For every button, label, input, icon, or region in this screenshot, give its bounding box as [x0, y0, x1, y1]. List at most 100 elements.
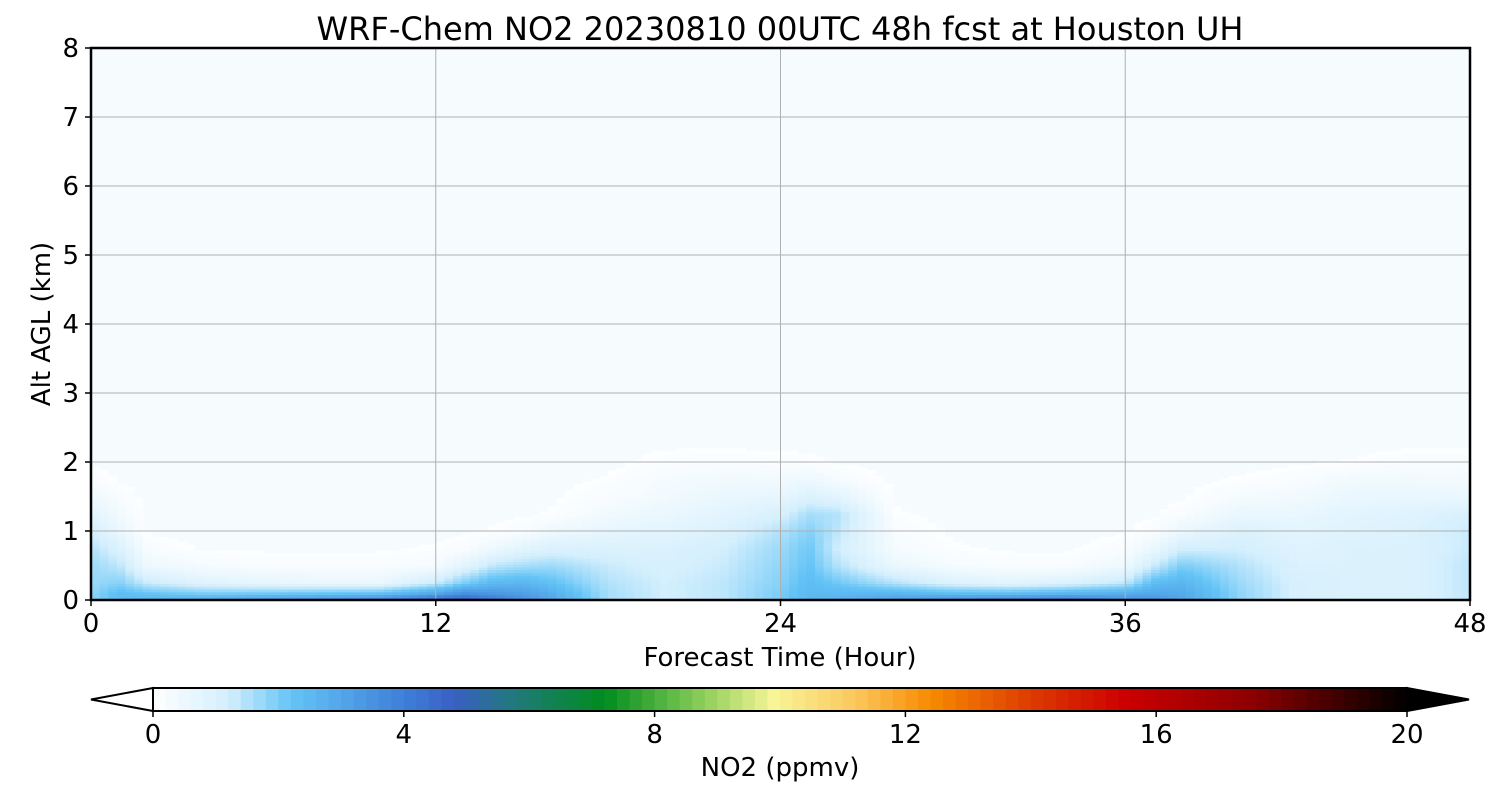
- field-cell: [392, 555, 402, 560]
- field-cell: [1289, 591, 1299, 596]
- field-cell: [814, 495, 825, 499]
- field-cell: [668, 459, 678, 463]
- field-cell: [599, 575, 609, 579]
- field-cell: [1168, 561, 1178, 565]
- field-cell: [927, 531, 937, 535]
- field-cell: [702, 495, 713, 499]
- field-cell: [866, 588, 876, 593]
- field-cell: [1159, 536, 1169, 540]
- field-cell: [866, 586, 876, 590]
- field-cell: [754, 506, 764, 510]
- field-cell: [642, 470, 652, 474]
- field-cell: [1297, 492, 1307, 496]
- field-cell: [780, 566, 790, 571]
- field-cell: [1357, 586, 1368, 590]
- field-cell: [918, 553, 928, 557]
- field-cell: [866, 575, 876, 579]
- field-cell: [797, 558, 807, 562]
- field-cell: [375, 555, 385, 560]
- field-cell: [1099, 586, 1109, 590]
- field-cell: [1340, 462, 1350, 466]
- field-cell: [108, 500, 118, 504]
- field-cell: [1289, 583, 1299, 587]
- field-cell: [573, 536, 583, 540]
- field-cell: [883, 550, 894, 554]
- field-cell: [487, 531, 497, 535]
- field-cell: [1349, 492, 1359, 496]
- field-cell: [590, 594, 601, 598]
- field-cell: [1357, 553, 1368, 557]
- field-cell: [720, 572, 730, 576]
- field-cell: [203, 580, 213, 585]
- field-cell: [685, 506, 695, 510]
- field-cell: [504, 586, 514, 590]
- field-cell: [702, 456, 713, 460]
- field-cell: [814, 564, 825, 568]
- field-cell: [1108, 555, 1118, 560]
- field-cell: [823, 528, 833, 532]
- field-cell: [608, 517, 618, 521]
- field-cell: [590, 558, 601, 562]
- field-cell: [797, 514, 807, 518]
- field-cell: [806, 547, 816, 551]
- field-cell: [806, 531, 816, 535]
- field-cell: [849, 550, 859, 554]
- field-cell: [1289, 486, 1299, 491]
- field-cell: [254, 588, 264, 593]
- field-cell: [909, 572, 919, 576]
- field-cell: [892, 528, 902, 532]
- field-cell: [539, 547, 549, 551]
- field-cell: [875, 531, 885, 535]
- field-cell: [1185, 503, 1195, 507]
- field-cell: [746, 481, 756, 485]
- field-cell: [728, 495, 739, 499]
- field-cell: [995, 566, 1006, 571]
- field-cell: [1168, 580, 1178, 585]
- field-cell: [435, 575, 445, 579]
- field-cell: [608, 533, 618, 538]
- field-cell: [1185, 528, 1195, 532]
- field-cell: [694, 464, 704, 469]
- field-cell: [1194, 517, 1204, 521]
- field-cell: [194, 550, 204, 554]
- field-cell: [961, 588, 971, 593]
- field-cell: [1340, 506, 1350, 510]
- field-cell: [151, 591, 161, 596]
- field-cell: [513, 525, 523, 529]
- field-cell: [151, 575, 161, 579]
- field-cell: [685, 569, 695, 573]
- field-cell: [823, 542, 833, 546]
- field-cell: [1263, 481, 1273, 485]
- field-cell: [814, 575, 825, 579]
- field-cell: [470, 575, 480, 579]
- field-cell: [556, 547, 566, 551]
- field-cell: [1271, 569, 1281, 573]
- field-cell: [1271, 511, 1281, 516]
- field-cell: [228, 572, 239, 576]
- field-cell: [1168, 555, 1178, 560]
- field-cell: [1332, 492, 1342, 496]
- field-cell: [332, 583, 342, 587]
- field-cell: [1064, 588, 1075, 593]
- field-cell: [1254, 511, 1264, 516]
- field-cell: [875, 553, 885, 557]
- field-cell: [763, 517, 773, 521]
- field-cell: [1263, 511, 1273, 516]
- field-cell: [108, 550, 118, 554]
- field-cell: [1159, 561, 1169, 565]
- field-cell: [478, 594, 489, 598]
- field-cell: [608, 484, 618, 488]
- field-cell: [134, 583, 144, 587]
- field-cell: [1340, 495, 1350, 499]
- field-cell: [91, 586, 101, 590]
- field-cell: [728, 594, 739, 598]
- field-cell: [297, 580, 308, 585]
- field-cell: [582, 533, 592, 538]
- field-cell: [875, 519, 885, 524]
- field-cell: [866, 544, 876, 549]
- field-cell: [823, 525, 833, 529]
- field-cell: [590, 486, 601, 491]
- field-cell: [944, 580, 954, 585]
- field-cell: [582, 547, 592, 551]
- field-cell: [866, 558, 876, 562]
